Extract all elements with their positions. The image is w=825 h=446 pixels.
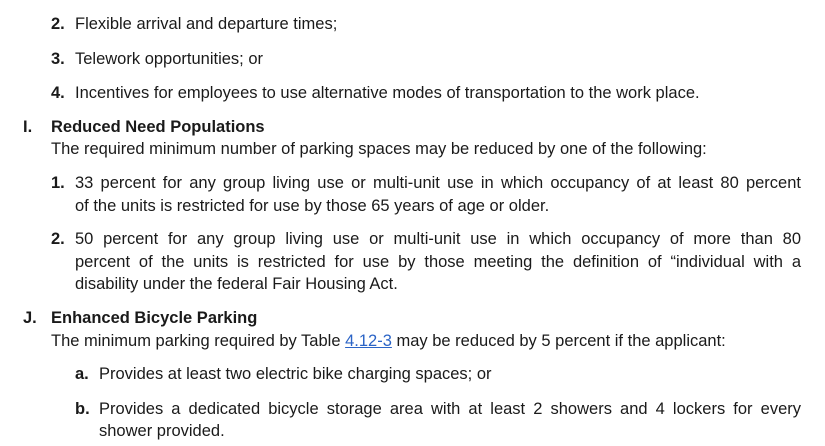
section-letter: I. <box>23 118 33 136</box>
section-title: Enhanced Bicycle Parking <box>51 309 258 327</box>
list-text-line: Provides a dedicated bicycle storage are… <box>99 400 801 418</box>
table-link[interactable]: 4.12-3 <box>345 332 392 350</box>
list-number: 1. <box>51 174 65 192</box>
list-number: 4. <box>51 84 65 102</box>
list-number: 3. <box>51 50 65 68</box>
list-text-line: percent of the units is restricted for u… <box>75 253 801 271</box>
list-text-line: disability under the federal Fair Housin… <box>75 275 398 293</box>
list-text-line: of the units is restricted for use by th… <box>75 197 550 215</box>
list-text: Incentives for employees to use alternat… <box>75 84 700 102</box>
list-text: Flexible arrival and departure times; <box>75 15 338 33</box>
list-number: 2. <box>51 230 65 248</box>
section-title: Reduced Need Populations <box>51 118 265 136</box>
list-text-line: Provides at least two electric bike char… <box>99 365 492 383</box>
list-text-line: 33 percent for any group living use or m… <box>75 174 801 192</box>
list-letter: a. <box>75 365 89 383</box>
list-letter: b. <box>75 400 90 418</box>
list-text: Telework opportunities; or <box>75 50 264 68</box>
section-letter: J. <box>23 309 37 327</box>
list-text-line: shower provided. <box>99 422 225 440</box>
list-text-line: 50 percent for any group living use or m… <box>75 230 801 248</box>
list-number: 2. <box>51 15 65 33</box>
